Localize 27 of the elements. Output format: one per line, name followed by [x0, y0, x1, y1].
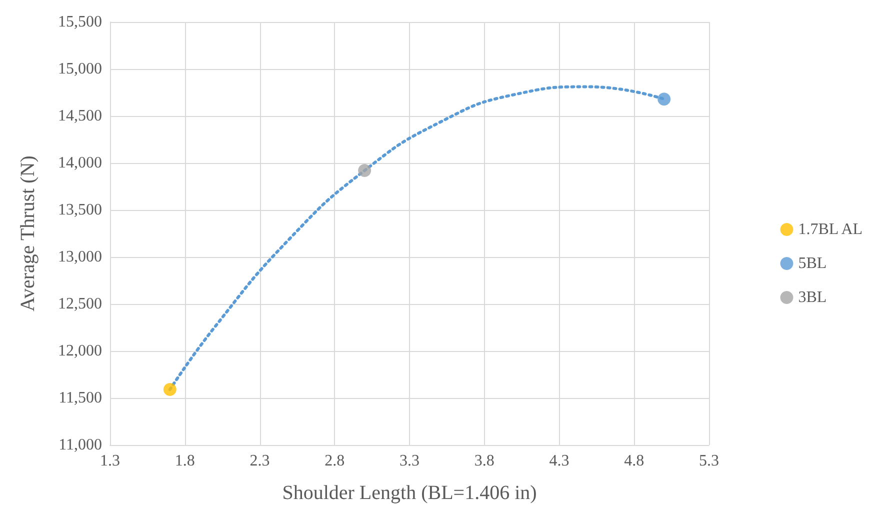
y-tick-label: 14,000: [58, 154, 102, 172]
legend-label: 3BL: [798, 289, 827, 306]
x-tick-label: 1.8: [174, 452, 195, 470]
x-tick-label: 5.3: [699, 452, 719, 470]
y-tick-label: 11,500: [58, 390, 102, 406]
point: [163, 383, 176, 396]
legend-label: 1.7BL AL: [798, 221, 863, 238]
point: [658, 92, 671, 106]
y-tick-label: 14,500: [58, 108, 102, 124]
x-tick-label: 3.3: [400, 452, 420, 470]
legend-label: 5BL: [798, 255, 827, 272]
x-tick-label: 1.3: [100, 452, 120, 470]
x-axis-title: Shoulder Length (BL=1.406 in): [282, 482, 537, 504]
x-tick-label: 4.8: [624, 452, 644, 470]
x-tick-label: 2.3: [250, 452, 270, 470]
y-tick-label: 13,500: [58, 202, 102, 218]
y-axis-title: Average Thrust (N): [17, 156, 39, 312]
x-tick-label: 3.8: [474, 452, 494, 470]
y-tick-label: 13,000: [58, 248, 102, 266]
y-tick-label: 11,000: [58, 436, 102, 454]
y-tick-label: 15,000: [58, 60, 102, 78]
y-tick-label: 12,000: [58, 342, 102, 360]
point: [358, 164, 372, 178]
x-tick-label: 4.3: [549, 452, 570, 470]
x-tick-label: 2.8: [324, 452, 345, 470]
y-tick-label: 15,500: [58, 14, 102, 30]
y-tick-label: 12,500: [58, 296, 102, 312]
